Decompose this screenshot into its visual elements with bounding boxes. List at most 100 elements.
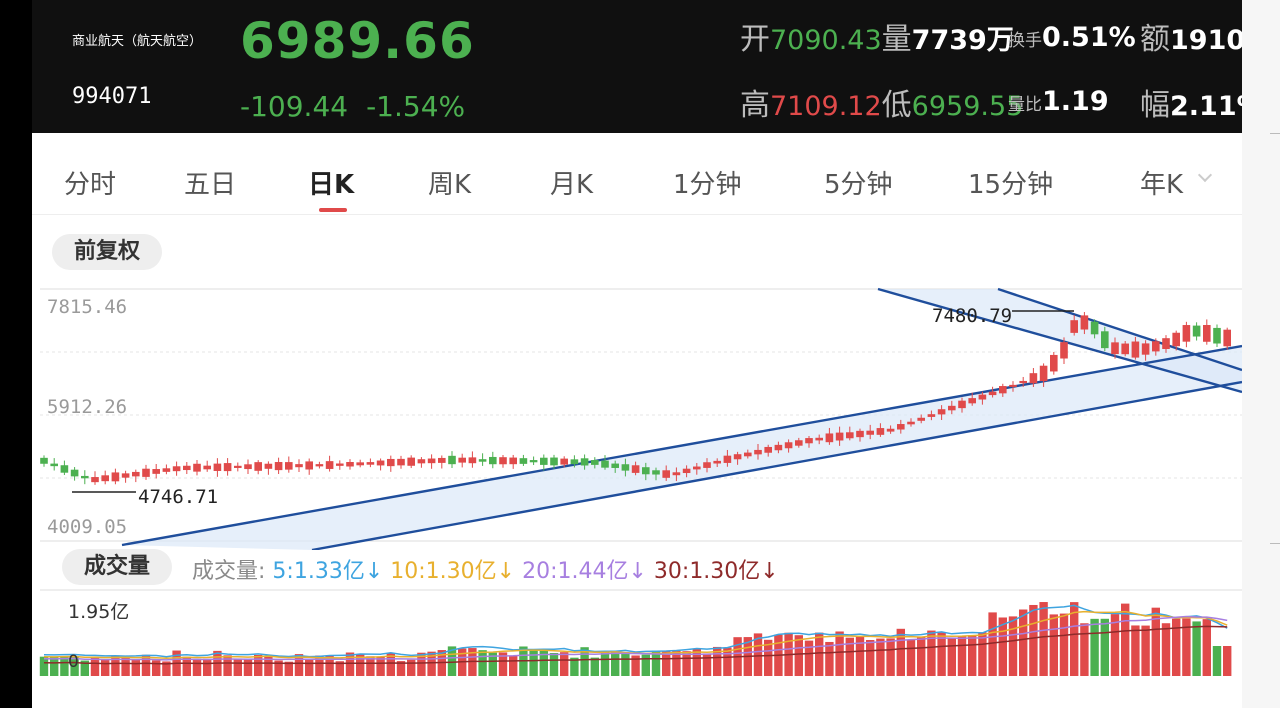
volume-bar (1019, 609, 1028, 676)
volume-ma30-line (43, 625, 1228, 665)
tab-1min[interactable]: 1分钟 (673, 170, 742, 200)
volume-bar (111, 655, 120, 676)
volume-bar (621, 653, 630, 676)
turnover-value: 0.51% (1042, 22, 1136, 53)
y-axis-top: 7815.46 (47, 296, 128, 318)
volume-bar (723, 647, 732, 676)
volume-bar (947, 638, 956, 676)
volume-title: 成交量: (192, 559, 266, 584)
volume-bar (815, 632, 824, 676)
volume-bar (896, 628, 905, 676)
turnover-label: 换手 (1008, 31, 1042, 51)
uptrend-lower-line (311, 380, 1242, 550)
stat-amplitude: 幅2.11% (1140, 80, 1242, 124)
volume-bar (835, 631, 844, 676)
y-axis-bottom: 4009.05 (47, 516, 128, 538)
volume-bar (121, 657, 130, 676)
uptrend-upper-line (121, 344, 1242, 547)
volume-bar (590, 657, 599, 676)
amount-label: 额 (1140, 22, 1170, 57)
current-price: 6989.66 (240, 12, 475, 70)
volume-ma-legend: 成交量: 5:1.33亿↓ 10:1.30亿↓ 20:1.44亿↓ 30:1.3… (192, 553, 779, 585)
volume-bar (366, 656, 375, 676)
volume-bar (223, 655, 232, 676)
tab-yearly-k[interactable]: 年K (1140, 170, 1184, 200)
quote-header: 商业航天（航天航空） 994071 6989.66 -109.44 -1.54% … (32, 0, 1242, 133)
low-label: 低 (881, 88, 912, 123)
volume-bar (1202, 619, 1211, 676)
volume-bar (1141, 625, 1150, 676)
active-tab-indicator (319, 208, 347, 212)
volume-bars (39, 602, 1232, 676)
volume-bar (713, 646, 722, 676)
volume-bar (396, 661, 406, 676)
volume-bar (672, 650, 681, 676)
volume-bar (233, 659, 242, 676)
downtrend-lower-line (997, 287, 1242, 372)
volume-chart[interactable] (32, 588, 1242, 688)
volume-bar (335, 661, 344, 676)
volume-bar (294, 654, 304, 676)
tab-five-day[interactable]: 五日 (184, 170, 237, 200)
right-edge-panel (1242, 0, 1280, 708)
volume-zero-label: 0 (68, 652, 79, 672)
volume-bar (131, 659, 140, 676)
volume-bar (356, 654, 365, 676)
tab-weekly-k[interactable]: 周K (428, 170, 472, 200)
volume-bar (60, 656, 69, 676)
volume-bar (957, 635, 967, 676)
volume-bar (90, 656, 100, 676)
tab-15min[interactable]: 15分钟 (968, 170, 1054, 200)
volume-bar (845, 637, 854, 676)
volume-bar (498, 652, 508, 676)
volume-bar (855, 636, 865, 676)
volume-bar (1080, 623, 1089, 676)
volume-bar (1090, 618, 1099, 676)
volume-bar (274, 660, 283, 676)
volume-ma5-line (43, 604, 1228, 658)
vol-value: 7739万 (911, 25, 1014, 56)
stat-ratio: 量比1.19 (1008, 86, 1109, 117)
volume-button[interactable]: 成交量 (62, 549, 173, 585)
volume-bar (937, 632, 946, 676)
high-value: 7109.12 (770, 91, 882, 122)
volume-bar (152, 660, 161, 676)
volume-bar (1049, 614, 1058, 676)
low-marker-label: 4746.71 (138, 486, 218, 508)
volume-bar (80, 660, 89, 676)
volume-bar (753, 633, 763, 676)
tab-intraday[interactable]: 分时 (64, 170, 117, 200)
high-marker-label: 7480.79 (932, 305, 1012, 327)
volume-bar (692, 649, 701, 676)
volume-bar (447, 646, 457, 676)
volume-bar (1121, 603, 1130, 676)
tab-daily-k[interactable]: 日K (308, 170, 355, 200)
downtrend-upper-line (877, 287, 1242, 394)
tab-5min[interactable]: 5分钟 (824, 170, 893, 200)
volume-bar (407, 659, 416, 676)
volume-bar (580, 647, 589, 676)
ma30-value: 30:1.30亿↓ (653, 559, 779, 584)
volume-max-label: 1.95亿 (68, 601, 130, 623)
volume-bar (427, 651, 436, 676)
low-value: 6959.55 (911, 91, 1024, 122)
volume-bar (192, 658, 202, 676)
open-label: 开 (740, 22, 770, 57)
kline-chart[interactable]: 7480.79 4746.71 (32, 280, 1242, 550)
volume-bar (927, 630, 936, 676)
ratio-value: 1.19 (1042, 86, 1109, 117)
volume-bar (1212, 646, 1222, 676)
stat-amount: 额1910 (1140, 14, 1242, 58)
volume-bar (478, 650, 487, 676)
volume-bar (264, 656, 273, 676)
change-percent: -1.54% (366, 90, 466, 123)
adjust-button[interactable]: 前复权 (52, 234, 163, 270)
volume-bar (529, 650, 538, 676)
volume-bar (611, 652, 620, 676)
volume-bar (1131, 625, 1140, 676)
tab-monthly-k[interactable]: 月K (550, 170, 594, 200)
volume-bar (1223, 646, 1232, 676)
volume-bar (968, 635, 977, 676)
volume-bar (417, 652, 426, 676)
volume-bar (386, 653, 395, 676)
